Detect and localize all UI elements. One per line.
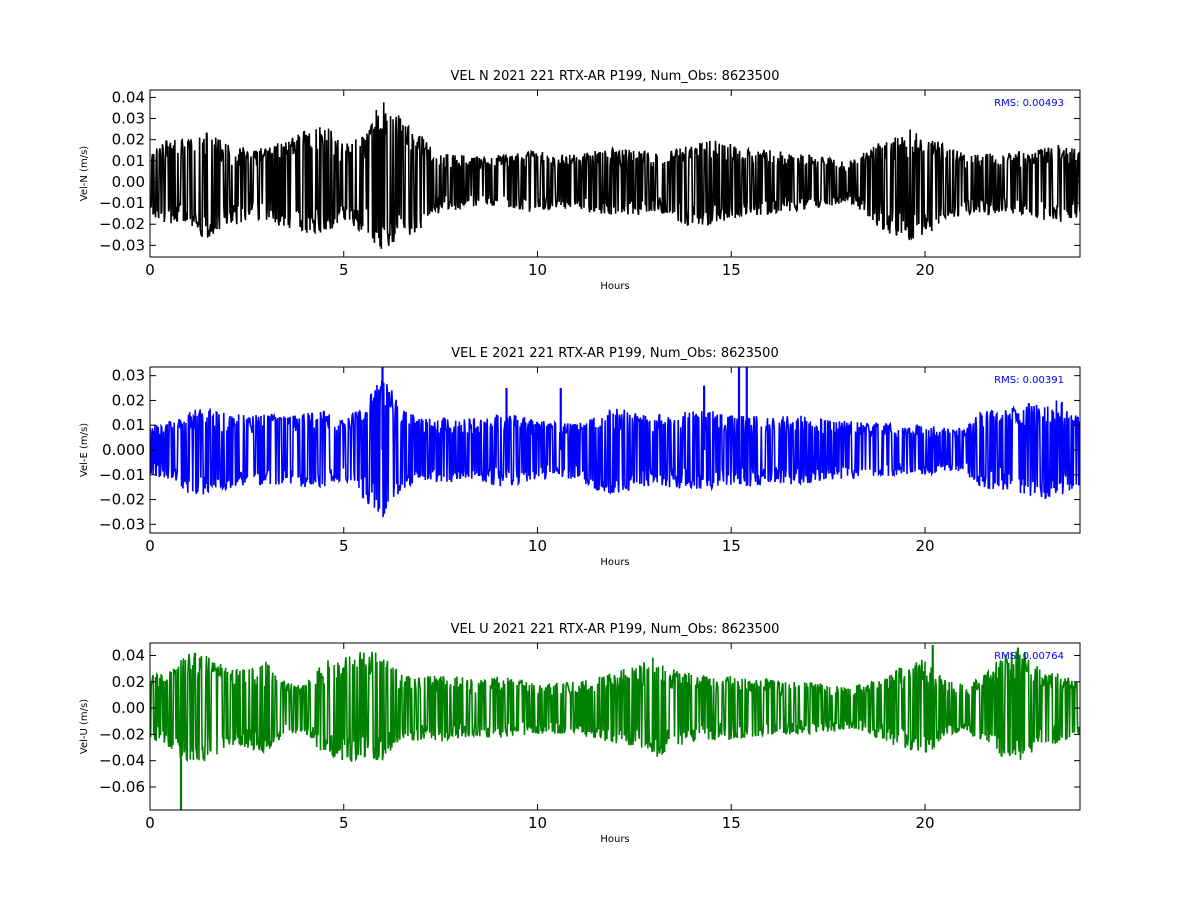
y-tick-label: −0.01	[99, 194, 145, 212]
chart-title: VEL U 2021 221 RTX-AR P199, Num_Obs: 862…	[451, 622, 780, 637]
x-axis-label: Hours	[600, 281, 629, 292]
y-tick-label: 0.03	[112, 110, 145, 128]
x-tick-label: 0	[145, 814, 155, 832]
y-tick-label: 0.04	[112, 646, 145, 664]
rms-annotation: RMS: 0.00764	[994, 651, 1064, 662]
y-tick-label: −0.03	[99, 236, 145, 254]
x-tick-label: 0	[145, 261, 155, 279]
x-tick-label: 5	[339, 814, 349, 832]
y-tick-label: 0.000	[102, 441, 145, 459]
x-tick-label: 5	[339, 537, 349, 555]
chart-title: VEL E 2021 221 RTX-AR P199, Num_Obs: 862…	[451, 346, 778, 361]
rms-annotation: RMS: 0.00391	[994, 375, 1064, 386]
y-tick-label: −0.03	[99, 515, 145, 533]
x-tick-label: 0	[145, 537, 155, 555]
panel-3: 0 5 10 15 20 −0.06 −0.04 −0.02 0.00 0.02 0.04 VEL U…	[79, 622, 1081, 845]
x-tick-label: 10	[528, 537, 547, 555]
x-tick-label: 20	[915, 261, 934, 279]
axes-frame	[149, 642, 1081, 811]
x-axis-label: Hours	[600, 557, 629, 568]
y-tick-label: 0.02	[112, 131, 145, 149]
y-axis-label: Vel-U (m/s)	[79, 699, 90, 754]
panel-1: 0 5 10 15 20 −0.03 −0.02 −0.01 0.00 0.01 0.02 0.03 0…	[79, 69, 1081, 292]
chart-title: VEL N 2021 221 RTX-AR P199, Num_Obs: 862…	[451, 69, 780, 84]
y-tick-label: 0.00	[112, 699, 145, 717]
panel-2: 0 5 10 15 20 −0.03 −0.02 −0.01 0.000 0.01 0.02 0.03…	[79, 346, 1081, 568]
y-tick-label: −0.04	[99, 752, 145, 770]
y-tick-label: 0.04	[112, 88, 145, 106]
y-tick-label: −0.02	[99, 725, 145, 743]
rms-annotation: RMS: 0.00493	[994, 98, 1064, 109]
y-tick-label: 0.01	[112, 416, 145, 434]
axes-frame	[149, 89, 1081, 258]
y-tick-label: 0.03	[112, 367, 145, 385]
y-tick-label: 0.01	[112, 152, 145, 170]
x-axis-label: Hours	[600, 834, 629, 845]
y-tick-label: 0.02	[112, 391, 145, 409]
x-tick-label: 10	[528, 261, 547, 279]
x-tick-label: 20	[915, 814, 934, 832]
x-tick-label: 15	[722, 261, 741, 279]
y-tick-label: 0.00	[112, 173, 145, 191]
x-tick-label: 15	[722, 537, 741, 555]
y-axis-label: Vel-N (m/s)	[79, 146, 90, 201]
y-tick-label: −0.06	[99, 778, 145, 796]
x-tick-label: 15	[722, 814, 741, 832]
series-line	[150, 102, 1080, 249]
y-tick-label: −0.01	[99, 466, 145, 484]
series-line	[150, 651, 1080, 762]
x-tick-label: 10	[528, 814, 547, 832]
x-tick-label: 5	[339, 261, 349, 279]
y-tick-label: −0.02	[99, 491, 145, 509]
series-line	[150, 380, 1080, 518]
y-axis-label: Vel-E (m/s)	[79, 423, 90, 477]
y-tick-label: −0.02	[99, 215, 145, 233]
y-tick-label: 0.02	[112, 673, 145, 691]
x-tick-label: 20	[915, 537, 934, 555]
